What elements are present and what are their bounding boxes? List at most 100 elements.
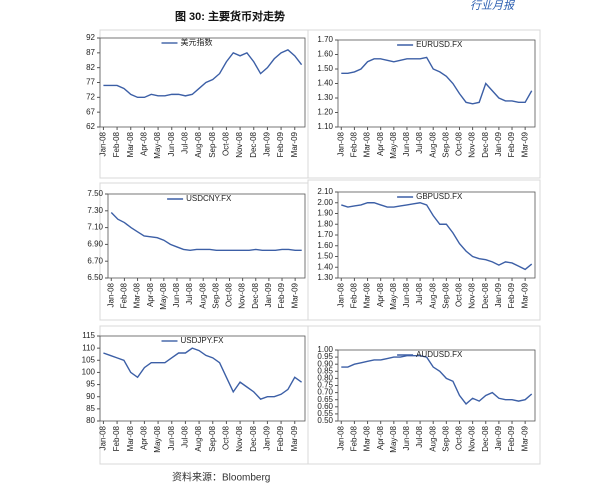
x-tick-label: Feb-08 xyxy=(112,131,121,157)
x-tick-label: Nov-08 xyxy=(468,282,477,308)
x-tick-label: May-08 xyxy=(159,282,168,309)
y-tick-label: 82 xyxy=(86,63,95,72)
x-tick-label: Jun-08 xyxy=(402,282,411,307)
x-tick-label: Jan-09 xyxy=(263,425,272,450)
x-tick-label: May-08 xyxy=(153,131,162,158)
x-tick-label: Aug-08 xyxy=(194,131,203,157)
x-tick-label: Jan-08 xyxy=(336,425,345,450)
y-tick-label: 1.10 xyxy=(317,122,333,131)
x-tick-label: May-08 xyxy=(389,282,398,309)
y-tick-label: 0.50 xyxy=(317,416,333,425)
x-tick-label: Jun-08 xyxy=(167,131,176,156)
y-tick-label: 1.30 xyxy=(317,273,333,282)
plot-frame xyxy=(107,193,306,279)
x-tick-label: Mar-08 xyxy=(133,282,142,308)
x-tick-label: Jul-08 xyxy=(181,425,190,447)
x-tick-label: Sep-08 xyxy=(211,282,220,308)
y-tick-label: 1.40 xyxy=(317,79,333,88)
x-tick-label: May-08 xyxy=(389,131,398,158)
y-tick-label: 1.60 xyxy=(317,241,333,250)
x-tick-label: Oct-08 xyxy=(455,131,464,156)
x-tick-label: Jun-08 xyxy=(402,131,411,156)
x-tick-label: Apr-08 xyxy=(146,282,155,307)
x-tick-label: Jun-08 xyxy=(167,425,176,450)
y-tick-label: 0.65 xyxy=(317,395,333,404)
x-tick-label: Mar-08 xyxy=(363,131,372,157)
x-tick-label: Mar-09 xyxy=(520,131,529,157)
x-tick-label: Apr-08 xyxy=(376,425,385,450)
legend-label: USDCNY.FX xyxy=(186,194,232,203)
x-tick-label: Sep-08 xyxy=(441,131,450,157)
plot-frame xyxy=(99,335,306,422)
y-tick-label: 1.90 xyxy=(317,209,333,218)
series-line xyxy=(341,56,533,105)
x-tick-label: Feb-09 xyxy=(507,282,516,308)
x-tick-label: Oct-08 xyxy=(455,282,464,307)
source: 资料来源：Bloomberg xyxy=(172,471,270,484)
x-tick-label: Mar-09 xyxy=(520,282,529,308)
header: 行业月报 xyxy=(470,0,516,12)
x-tick-label: Dec-08 xyxy=(251,282,260,308)
y-tick-label: 2.00 xyxy=(317,198,333,207)
y-tick-label: 6.90 xyxy=(87,240,103,249)
x-tick-label: Dec-08 xyxy=(481,282,490,308)
y-tick-label: 1.00 xyxy=(317,345,333,354)
x-tick-label: Jul-08 xyxy=(185,282,194,304)
legend-label: USDJPY.FX xyxy=(181,336,225,345)
x-tick-label: Feb-09 xyxy=(277,282,286,308)
y-tick-label: 2.10 xyxy=(317,187,333,196)
y-tick-label: 95 xyxy=(86,380,95,389)
x-tick-label: Mar-09 xyxy=(290,282,299,308)
x-tick-label: Dec-08 xyxy=(481,425,490,451)
series-line xyxy=(341,202,533,271)
series-line xyxy=(103,49,303,99)
x-tick-label: Jun-08 xyxy=(402,425,411,450)
x-tick-label: Aug-08 xyxy=(198,282,207,308)
y-tick-label: 1.60 xyxy=(317,50,333,59)
x-tick-label: Oct-08 xyxy=(222,425,231,450)
series-line xyxy=(103,347,302,400)
y-tick-label: 72 xyxy=(86,92,95,101)
y-tick-label: 7.10 xyxy=(87,223,103,232)
y-tick-label: 1.30 xyxy=(317,93,333,102)
y-tick-label: 1.70 xyxy=(317,35,333,44)
x-tick-label: Nov-08 xyxy=(468,425,477,451)
y-tick-label: 105 xyxy=(82,355,96,364)
x-tick-label: Jul-08 xyxy=(415,131,424,153)
x-tick-label: Jan-08 xyxy=(336,131,345,156)
x-tick-label: Nov-08 xyxy=(238,282,247,308)
y-tick-label: 1.80 xyxy=(317,219,333,228)
y-tick-label: 67 xyxy=(86,107,95,116)
x-tick-label: Apr-08 xyxy=(376,131,385,156)
x-tick-label: Aug-08 xyxy=(428,282,437,308)
x-tick-label: Oct-08 xyxy=(222,131,231,156)
y-tick-label: 6.70 xyxy=(87,256,103,265)
x-tick-label: Apr-08 xyxy=(140,131,149,156)
y-tick-label: 62 xyxy=(86,122,95,131)
y-tick-label: 87 xyxy=(86,48,95,57)
panel xyxy=(99,182,309,321)
x-tick-label: Jan-08 xyxy=(99,131,108,156)
x-tick-label: Feb-08 xyxy=(112,425,121,451)
x-tick-label: Sep-08 xyxy=(441,425,450,451)
x-tick-label: Mar-08 xyxy=(126,425,135,451)
x-tick-label: Jan-09 xyxy=(494,425,503,450)
y-tick-label: 0.55 xyxy=(317,409,333,418)
y-tick-label: 0.95 xyxy=(317,352,333,361)
x-tick-label: Jul-08 xyxy=(415,282,424,304)
y-tick-label: 0.60 xyxy=(317,402,333,411)
x-tick-label: Jul-08 xyxy=(415,425,424,447)
x-tick-label: Mar-08 xyxy=(363,282,372,308)
x-tick-label: Mar-08 xyxy=(126,131,135,157)
figure-title: 图 30: 主要货币对走势 xyxy=(175,9,285,23)
x-tick-label: May-08 xyxy=(153,425,162,452)
panel xyxy=(99,29,309,179)
x-tick-label: Jun-08 xyxy=(172,282,181,307)
x-tick-label: Sep-08 xyxy=(441,282,450,308)
y-tick-label: 0.80 xyxy=(317,374,333,383)
x-tick-label: Nov-08 xyxy=(235,425,244,451)
y-tick-label: 92 xyxy=(86,33,95,42)
y-tick-label: 115 xyxy=(82,331,95,340)
panel xyxy=(307,29,541,179)
